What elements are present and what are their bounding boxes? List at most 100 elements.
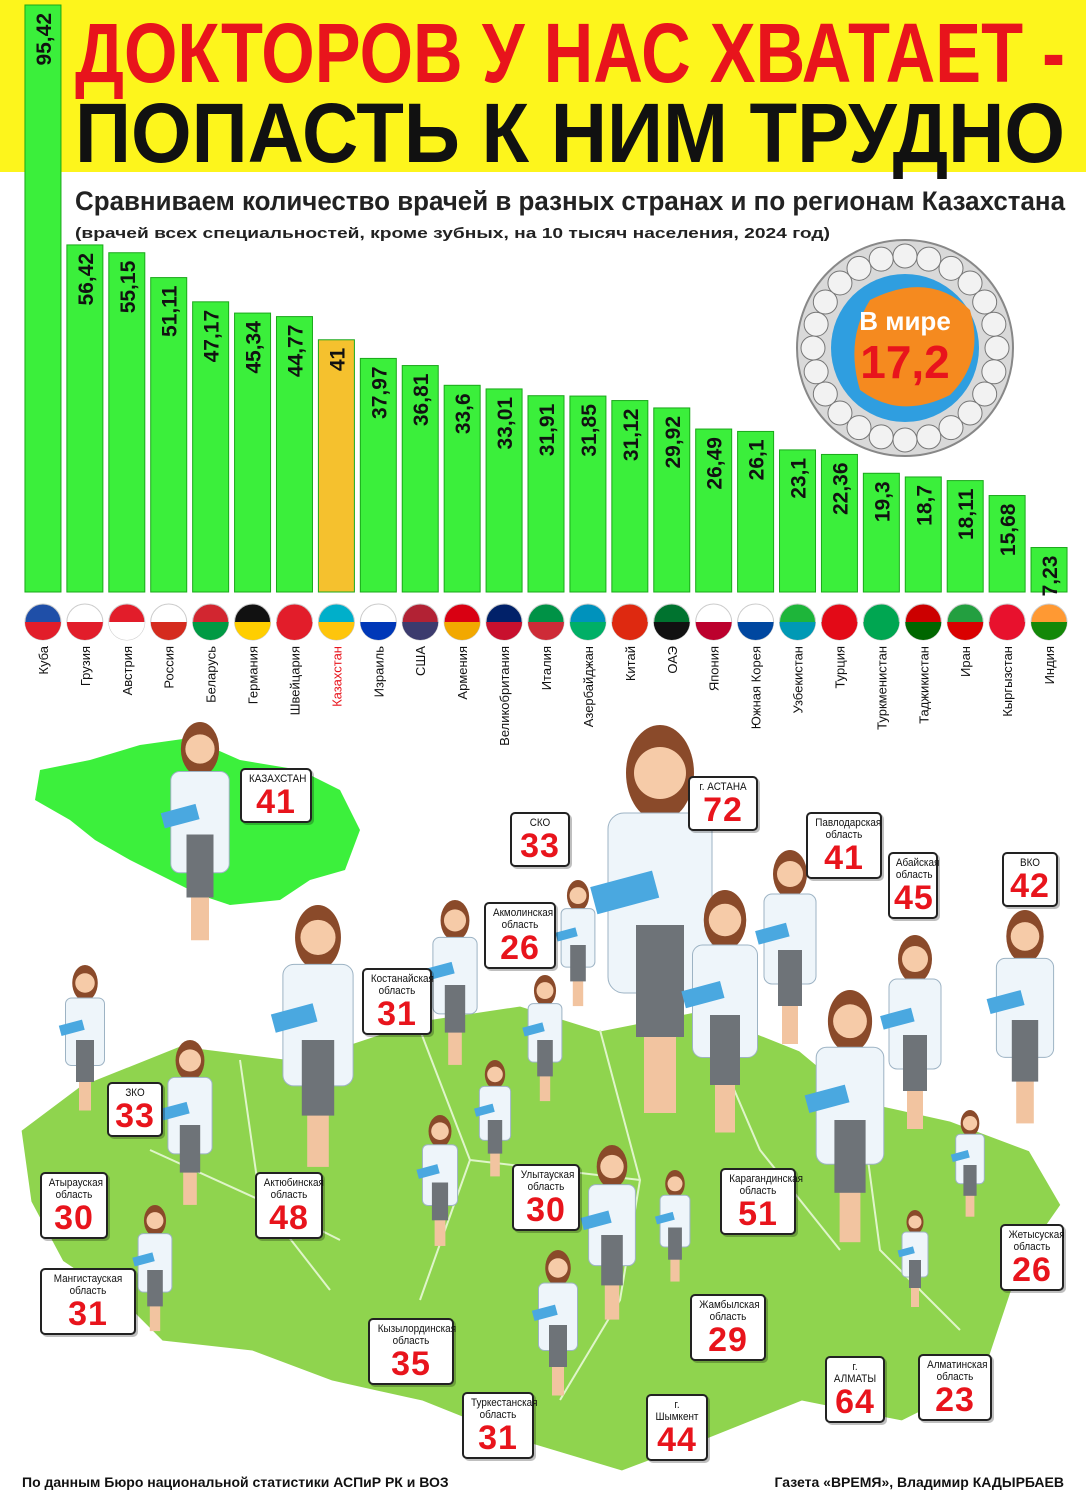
flag [989, 622, 1026, 640]
badge-doctor [938, 415, 964, 441]
value-label: 51,11 [159, 285, 182, 337]
region-label: Карагандинская область 51 [720, 1168, 803, 1235]
region-name: Туркестанская область [471, 1397, 538, 1421]
badge-doctor [846, 415, 872, 441]
x-tick-label: Беларусь [204, 646, 219, 703]
region-value: 23 [935, 1381, 975, 1419]
doctor-figure [654, 1170, 691, 1282]
x-tick-label: Узбекистан [791, 646, 806, 714]
flag [779, 622, 816, 640]
bar [820, 453, 858, 593]
x-tick-label: Швейцария [287, 646, 302, 715]
doctor-figure [58, 965, 105, 1111]
region-label: Акмолинская область 26 [484, 902, 556, 969]
x-tick-label: Италия [539, 646, 554, 690]
doctor-figure [681, 890, 758, 1133]
clipboard [531, 1304, 558, 1321]
dress [668, 1227, 682, 1260]
bar [443, 384, 481, 593]
region-label: ВКО 42 [1002, 852, 1058, 907]
region-name: Жетысуская область [1008, 1229, 1065, 1253]
face [708, 903, 742, 937]
flag [24, 622, 61, 640]
x-tick-label: Куба [36, 645, 51, 674]
face [178, 1049, 202, 1072]
legs [911, 1285, 919, 1307]
dress [549, 1325, 567, 1367]
bar [527, 395, 565, 593]
face [600, 1154, 624, 1179]
face [536, 982, 554, 1000]
legs [715, 1077, 735, 1133]
doctor-figure [132, 1205, 173, 1332]
face [962, 1116, 978, 1131]
bar [904, 476, 942, 593]
doctor-figure [580, 1145, 636, 1320]
bar [1030, 547, 1068, 593]
flag [528, 622, 564, 640]
region-value: 31 [68, 1295, 108, 1333]
badge-doctor [984, 335, 1010, 361]
value-label: 41 [326, 347, 349, 371]
legs [183, 1167, 197, 1205]
x-tick-label: Таджикистан [916, 646, 931, 724]
value-label: 31,12 [620, 409, 643, 462]
badge-doctor [812, 289, 838, 315]
x-tick-label: Израиль [371, 646, 386, 698]
dress [444, 985, 466, 1033]
clipboard [681, 980, 725, 1009]
doctor-figure [590, 725, 713, 1113]
chart-title: Сравниваем количество врачей в разных ст… [75, 186, 1066, 216]
bar [401, 365, 439, 593]
badge-doctor [800, 335, 826, 361]
doctor-figure [522, 975, 563, 1102]
doctor-figure [555, 880, 596, 1007]
region-value: 31 [478, 1419, 518, 1457]
flag [737, 622, 774, 640]
dress [179, 1125, 201, 1173]
x-tick-label: Азербайджан [581, 646, 596, 727]
badge-doctor [812, 381, 838, 407]
region-label: Кызылординская область 35 [368, 1318, 456, 1385]
doctor-figure [531, 1250, 578, 1396]
flag [1031, 622, 1068, 640]
dress [909, 1260, 921, 1288]
region-label: Атырауская область 30 [40, 1172, 108, 1239]
value-label: 55,15 [117, 260, 140, 313]
flag [486, 622, 523, 640]
bar-chart: 95,42 Куба 56,42 Грузия 55,15 Австрия 51,11 Рос… [24, 4, 1068, 746]
flag [444, 622, 481, 640]
flag [821, 622, 858, 640]
clipboard [880, 1007, 915, 1030]
doctor-figure [804, 990, 885, 1243]
bar [108, 252, 146, 593]
bar [234, 312, 272, 593]
region-value: 42 [1010, 867, 1050, 905]
clipboard [654, 1211, 675, 1225]
flag [234, 622, 271, 640]
bar [695, 428, 733, 593]
face [667, 1176, 683, 1192]
chart-subtitle: (врачей всех специальностей, кроме зубны… [75, 225, 830, 242]
flag [863, 622, 900, 640]
region-label: г. АСТАНА 72 [688, 776, 758, 831]
region-value: 72 [703, 791, 743, 829]
dress [186, 834, 214, 898]
region-label: Туркестанская область 31 [462, 1392, 538, 1459]
clipboard [270, 1003, 318, 1033]
region-name: Акмолинская область [493, 907, 554, 931]
face [548, 1258, 568, 1278]
doctor-figure [897, 1210, 929, 1307]
legs [149, 1302, 161, 1332]
region-name: Абайская область [895, 857, 940, 881]
region-value: 33 [115, 1097, 155, 1135]
bar [862, 472, 900, 593]
legs [644, 1025, 676, 1113]
dress [834, 1120, 866, 1193]
region-label: Улытауская область 30 [512, 1164, 580, 1231]
clipboard [580, 1210, 612, 1231]
badge-doctor [892, 243, 918, 269]
face [443, 909, 467, 932]
flag [905, 622, 942, 640]
